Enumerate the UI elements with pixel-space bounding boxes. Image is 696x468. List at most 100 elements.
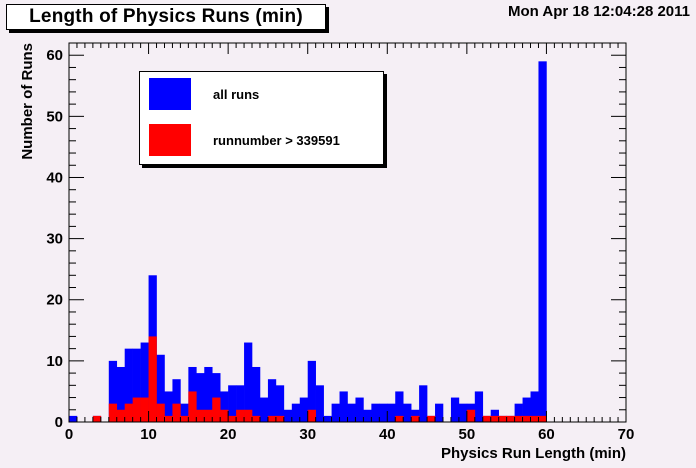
recent-runs-bar [164, 415, 173, 422]
y-tick-label: 40 [46, 169, 63, 186]
all-runs-bar [164, 391, 173, 422]
all-runs-bar [140, 342, 149, 422]
all-runs-bar [530, 391, 539, 422]
recent-runs-bar [490, 415, 499, 422]
recent-runs-bar [522, 415, 531, 422]
y-tick-label: 50 [46, 108, 63, 125]
all-runs-bar [347, 403, 356, 422]
all-runs-bar [339, 391, 348, 422]
all-runs-bar [172, 379, 181, 422]
all-runs-bar [458, 403, 468, 422]
x-tick-label: 10 [140, 426, 157, 443]
recent-runs-bar [116, 409, 125, 422]
all-runs-bar [379, 403, 388, 422]
recent-runs-bar [252, 415, 261, 422]
recent-runs-bar [236, 409, 245, 422]
recent-runs-bar [498, 415, 507, 422]
all-runs-bar [156, 354, 165, 422]
recent-runs-bar [148, 336, 157, 422]
all-runs-bar [387, 403, 396, 422]
y-axis-ticks: 0 10 20 30 40 50 60 [46, 42, 626, 431]
recent-runs-bar [140, 397, 149, 422]
recent-runs-bar [395, 415, 404, 422]
all-runs-bar [267, 379, 277, 422]
x-tick-label: 60 [538, 426, 555, 443]
legend: all runs runnumber > 339591 [139, 71, 384, 165]
recent-runs-bar [132, 397, 141, 422]
all-runs-bar [307, 360, 316, 422]
all-runs-bar [411, 409, 420, 422]
x-tick-label: 20 [220, 426, 237, 443]
all-runs-bar [204, 366, 213, 422]
all-runs-bar [395, 391, 404, 422]
recent-runs-bars [92, 336, 547, 422]
all-runs-bar [196, 373, 205, 422]
all-runs-bar [371, 403, 380, 422]
legend-swatch-all-runs [149, 78, 191, 110]
recent-runs-bar [212, 397, 221, 422]
x-tick-label: 40 [379, 426, 396, 443]
all-runs-bar [403, 403, 412, 422]
recent-runs-bar [530, 415, 539, 422]
legend-label-all-runs: all runs [213, 87, 260, 102]
chart-title: Length of Physics Runs (min) [29, 6, 303, 27]
all-runs-bar [331, 403, 340, 422]
recent-runs-bar [427, 415, 436, 422]
all-runs-bar [180, 403, 189, 422]
legend-label-recent-runs: runnumber > 339591 [213, 133, 340, 148]
recent-runs-bar [172, 403, 181, 422]
y-tick-label: 10 [46, 353, 63, 370]
all-runs-bar [299, 397, 309, 422]
recent-runs-bar [482, 415, 492, 422]
recent-runs-bar [307, 409, 316, 422]
recent-runs-bar [267, 415, 277, 422]
all-runs-bar [244, 342, 253, 422]
recent-runs-bar [220, 409, 229, 422]
recent-runs-bar [204, 409, 213, 422]
all-runs-bar [283, 409, 293, 422]
recent-runs-bar [228, 415, 237, 422]
x-axis-ticks: 0 10 20 30 40 50 60 70 [65, 43, 634, 443]
x-tick-label: 50 [459, 426, 476, 443]
x-axis-title: Physics Run Length (min) [441, 445, 626, 462]
recent-runs-bar [188, 391, 197, 422]
all-runs-bar [522, 397, 531, 422]
y-tick-label: 20 [46, 292, 63, 309]
recent-runs-bar [411, 415, 420, 422]
all-runs-bar [514, 403, 523, 422]
all-runs-bar [252, 366, 261, 422]
recent-runs-bar [196, 409, 205, 422]
all-runs-bar [323, 415, 332, 422]
x-tick-label: 0 [65, 426, 73, 443]
all-runs-bar [538, 61, 547, 423]
recent-runs-bar [275, 415, 285, 422]
all-runs-bar [132, 348, 141, 422]
recent-runs-bar [92, 415, 102, 422]
all-runs-bar [450, 397, 460, 422]
all-runs-bar [116, 366, 125, 422]
recent-runs-bar [514, 415, 523, 422]
all-runs-bar [490, 409, 499, 422]
all-runs-bar [69, 415, 78, 422]
legend-swatch-recent-runs [149, 124, 191, 156]
all-runs-bar [363, 409, 372, 422]
all-runs-bar [435, 403, 444, 422]
recent-runs-bar [180, 415, 189, 422]
timestamp: Mon Apr 18 12:04:28 2011 [507, 3, 690, 20]
recent-runs-bar [108, 403, 118, 422]
all-runs-bar [419, 385, 428, 422]
all-runs-bar [228, 385, 237, 422]
x-tick-label: 30 [299, 426, 316, 443]
all-runs-bar [275, 385, 285, 422]
recent-runs-bar [124, 403, 133, 422]
all-runs-bar [315, 385, 324, 422]
chart-title-box: Length of Physics Runs (min) [6, 4, 326, 30]
all-runs-bar [291, 403, 301, 422]
recent-runs-bar [538, 415, 547, 422]
all-runs-bar [236, 385, 245, 422]
y-tick-label: 60 [46, 47, 63, 64]
all-runs-bar [474, 391, 484, 422]
all-runs-bar [124, 348, 133, 422]
all-runs-bar [220, 391, 229, 422]
all-runs-bar [355, 397, 364, 422]
